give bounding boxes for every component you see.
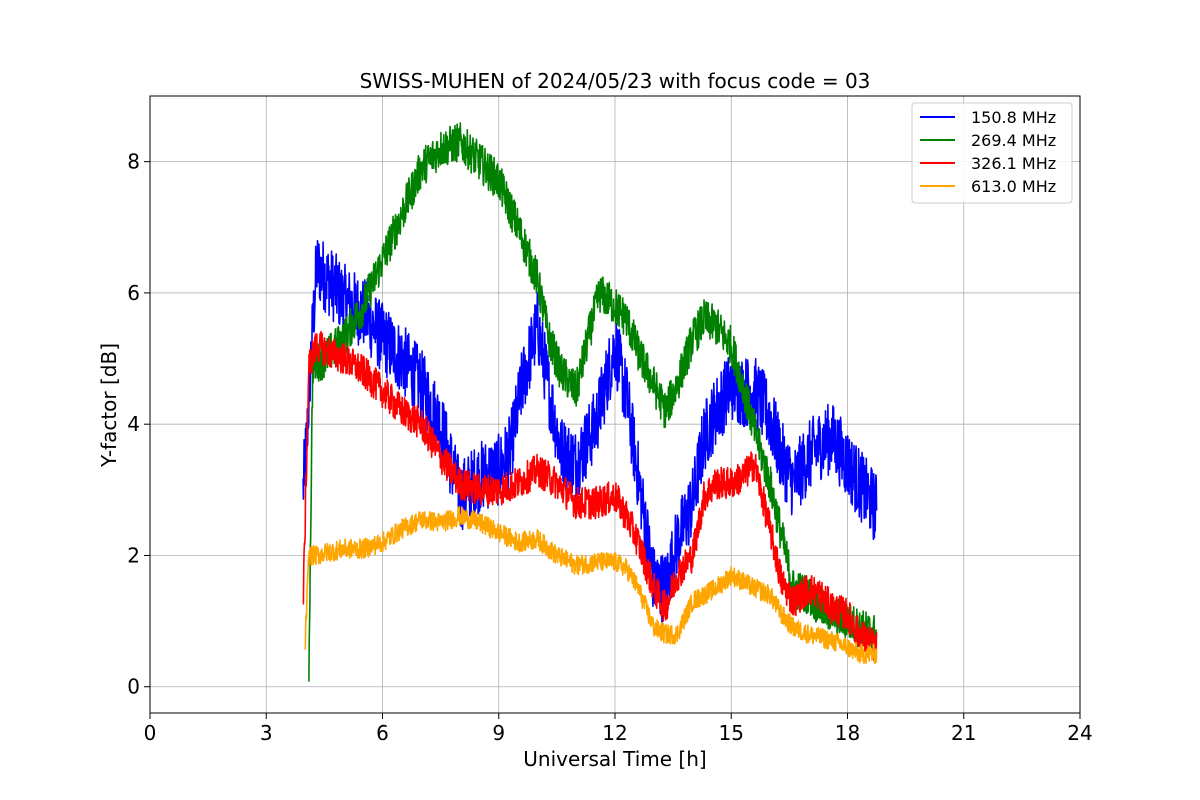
x-tick-label: 24 [1067,721,1092,745]
legend-label: 326.1 MHz [971,154,1056,173]
x-tick-label: 21 [951,721,976,745]
x-tick-label: 18 [835,721,860,745]
chart-title: SWISS-MUHEN of 2024/05/23 with focus cod… [360,69,871,93]
x-tick-label: 3 [260,721,273,745]
series-line-2 [302,330,878,661]
series-line-0 [302,239,878,624]
y-tick-label: 2 [127,543,140,567]
legend-box [911,102,1073,204]
x-tick-label: 6 [376,721,389,745]
legend-items: 150.8 MHz 269.4 MHz 326.1 MHz 613.0 MHz [920,108,1056,196]
series-line-1 [308,122,878,682]
y-axis-label: Y-factor [dB] [97,343,121,468]
legend-label: 613.0 MHz [971,177,1056,196]
x-tick-label: 9 [492,721,505,745]
y-tick-label: 8 [127,150,140,174]
y-tick-label: 4 [127,412,140,436]
y-tick-label: 6 [127,281,140,305]
x-axis-label: Universal Time [h] [523,747,706,771]
x-tick-label: 12 [602,721,627,745]
legend: 150.8 MHz 269.4 MHz 326.1 MHz 613.0 MHz [911,102,1073,204]
series-line-3 [304,505,878,665]
y-tick-label: 0 [127,675,140,699]
legend-label: 150.8 MHz [971,108,1056,127]
series-lines [302,122,878,682]
legend-label: 269.4 MHz [971,131,1056,150]
x-tick-label: 15 [719,721,744,745]
x-tick-label: 0 [144,721,157,745]
